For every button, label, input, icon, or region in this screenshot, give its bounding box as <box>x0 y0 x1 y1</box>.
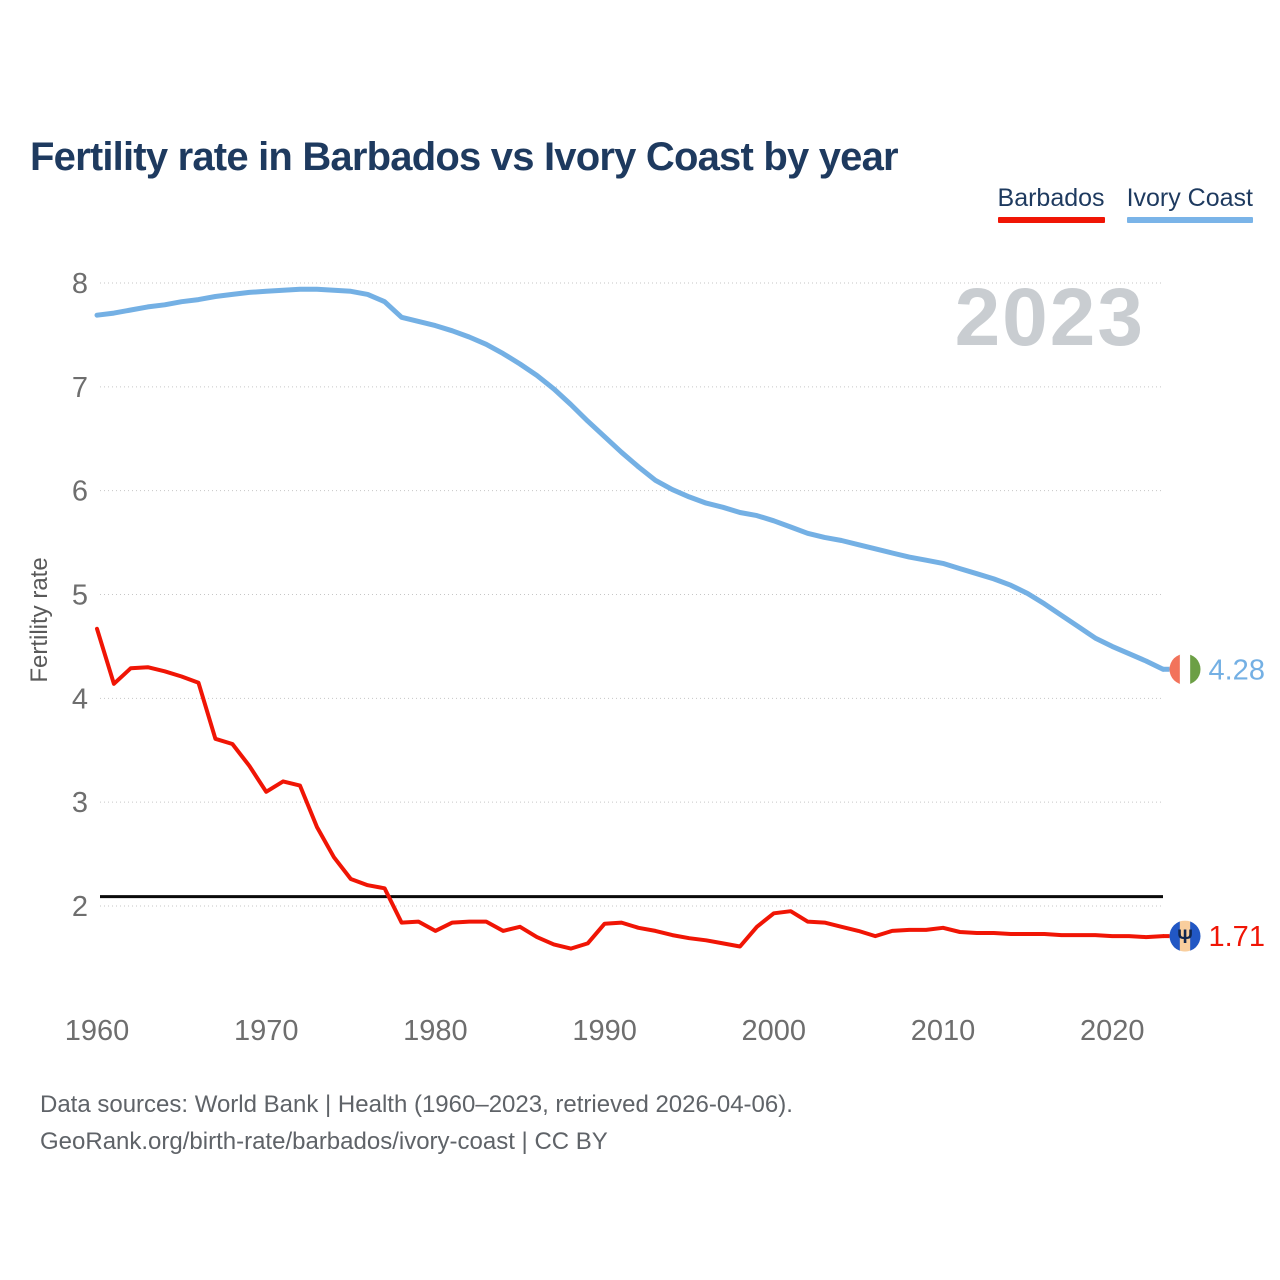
legend-label-ivory-coast[interactable]: Ivory Coast <box>1126 184 1253 212</box>
barbados-flag-icon: Ψ <box>1169 920 1201 952</box>
ivory-coast-flag-icon <box>1169 653 1201 685</box>
y-tick-label: 4 <box>72 683 88 715</box>
y-tick-label: 3 <box>72 787 88 819</box>
end-value-barbados: 1.71 <box>1209 921 1265 953</box>
y-axis-title: Fertility rate <box>26 557 53 682</box>
x-tick-label: 2010 <box>911 1015 976 1047</box>
x-tick-label: 2020 <box>1080 1015 1145 1047</box>
y-tick-label: 8 <box>72 268 88 300</box>
footer-attribution: GeoRank.org/birth-rate/barbados/ivory-co… <box>40 1128 608 1155</box>
legend: Barbados Ivory Coast <box>997 184 1253 223</box>
legend-label-barbados[interactable]: Barbados <box>997 184 1105 212</box>
y-tick-label: 2 <box>72 891 88 923</box>
y-tick-label: 6 <box>72 476 88 508</box>
page-title: Fertility rate in Barbados vs Ivory Coas… <box>30 134 899 179</box>
x-tick-label: 1970 <box>234 1015 299 1047</box>
legend-item-barbados[interactable]: Barbados <box>997 184 1105 223</box>
legend-color-bar-ivory-coast <box>1126 217 1253 223</box>
trident-glyph: Ψ <box>1177 927 1192 948</box>
footer: Data sources: World Bank | Health (1960–… <box>40 1086 793 1160</box>
barbados-line <box>95 626 1165 951</box>
footer-data-sources: Data sources: World Bank | Health (1960–… <box>40 1091 793 1118</box>
ivory-coast-line <box>94 286 1166 672</box>
y-tick-label: 7 <box>72 372 88 404</box>
x-tick-label: 2000 <box>742 1015 807 1047</box>
y-tick-label: 5 <box>72 580 88 612</box>
x-tick-label: 1960 <box>65 1015 130 1047</box>
end-value-ivory-coast: 4.28 <box>1209 654 1265 686</box>
legend-item-ivory-coast[interactable]: Ivory Coast <box>1126 184 1253 223</box>
x-tick-label: 1980 <box>403 1015 468 1047</box>
x-tick-label: 1990 <box>572 1015 637 1047</box>
legend-color-bar-barbados <box>997 217 1105 223</box>
watermark-year: 2023 <box>955 272 1145 363</box>
